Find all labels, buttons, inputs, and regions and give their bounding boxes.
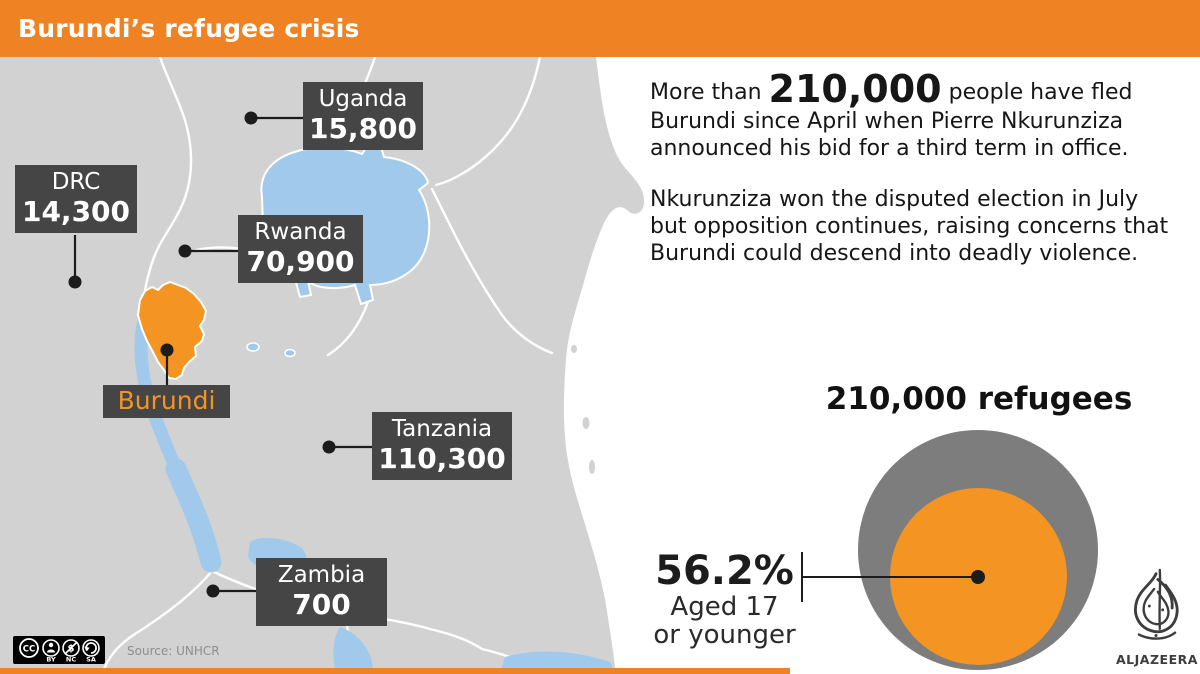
label-uganda: Uganda 15,800: [303, 82, 423, 150]
stat-caption-line2: or younger: [653, 620, 796, 650]
burundi-shape: [137, 281, 207, 380]
island: [589, 460, 595, 474]
stat-caption-line1: Aged 17: [670, 592, 779, 622]
page-title: Burundi’s refugee crisis: [18, 14, 360, 43]
label-tanzania: Tanzania 110,300: [372, 412, 512, 480]
cc-icon-text: CC: [23, 645, 35, 655]
map-land: [0, 57, 645, 674]
label-rwanda: Rwanda 70,900: [238, 215, 363, 283]
aljazeera-wordmark: ALJAZEERA: [1116, 652, 1198, 667]
country-value: 15,800: [308, 112, 418, 145]
aljazeera-logo: ALJAZEERA: [1116, 568, 1198, 667]
island: [571, 345, 577, 353]
country-name: Rwanda: [254, 219, 347, 245]
label-burundi: Burundi: [103, 385, 230, 418]
stat-block: 56.2% Aged 17 or younger: [637, 549, 812, 649]
p1-prefix: More than: [650, 80, 769, 105]
country-value: 14,300: [21, 195, 131, 228]
stat-value: 56.2%: [655, 548, 794, 594]
country-name: DRC: [51, 169, 101, 195]
nc-caption: NC: [66, 656, 76, 664]
cc-license-badge: CC $ BY NC SA: [13, 636, 105, 668]
region-map: [0, 57, 645, 674]
bottom-accent-strip: [0, 668, 790, 674]
country-value: 110,300: [378, 442, 506, 475]
label-drc: DRC 14,300: [15, 165, 137, 233]
story-paragraph-1: More than 210,000 people have fled Burun…: [650, 70, 1200, 162]
leader-lines: [73, 116, 373, 593]
label-zambia: Zambia 700: [256, 558, 387, 626]
cc-license-icons: CC $ BY NC SA: [13, 636, 105, 664]
pointer-line: [802, 576, 978, 578]
p1-big-number: 210,000: [768, 67, 942, 111]
source-note: Source: UNHCR: [127, 644, 220, 658]
sa-icon: [82, 639, 100, 657]
country-name: Zambia: [277, 562, 366, 588]
chart-title: 210,000 refugees: [825, 381, 1133, 417]
cc-icon: [19, 638, 39, 658]
story-text: More than 210,000 people have fled Burun…: [650, 70, 1200, 267]
country-name: Uganda: [318, 86, 408, 112]
nc-icon: $: [62, 639, 80, 657]
leader-dots: [68, 111, 336, 598]
header-bar: Burundi’s refugee crisis: [0, 0, 1200, 57]
p1-suffix: people have fled Burundi since April whe…: [650, 80, 1133, 161]
pointer-dot: [971, 570, 985, 584]
country-name: Tanzania: [391, 416, 493, 442]
lake-south-west: [333, 627, 374, 674]
island: [582, 417, 590, 429]
country-value: 70,900: [246, 245, 355, 278]
sa-caption: SA: [86, 656, 96, 664]
aljazeera-mark-icon: [1134, 568, 1179, 640]
by-caption: BY: [46, 656, 56, 664]
lake-tanganyika-south: [165, 458, 222, 573]
country-value: 700: [292, 588, 351, 621]
story-paragraph-2: Nkurunziza won the disputed election in …: [650, 187, 1169, 266]
by-icon: [42, 639, 60, 657]
